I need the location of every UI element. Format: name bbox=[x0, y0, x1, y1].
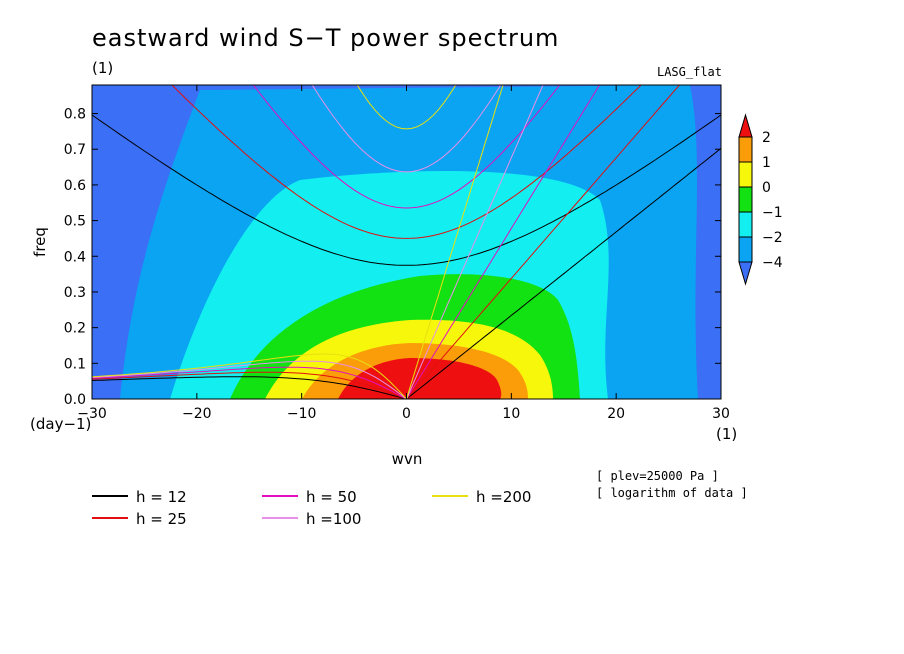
legend-label: h =100 bbox=[306, 510, 361, 528]
y-tick-label: 0.6 bbox=[64, 178, 86, 194]
y-tick-label: 0.7 bbox=[64, 142, 86, 158]
colorbar-label: −2 bbox=[762, 230, 783, 246]
kelvin-curve bbox=[406, 85, 504, 399]
colorbar-label: 0 bbox=[762, 180, 771, 196]
y-tick-label: 0.2 bbox=[64, 321, 86, 337]
colorbar-max-arrow bbox=[738, 113, 753, 138]
units-label-left: (1) bbox=[92, 59, 113, 77]
plot-area bbox=[92, 85, 721, 399]
rossby-curve bbox=[92, 376, 407, 399]
colorbar-box bbox=[738, 211, 753, 238]
legend-label: h = 12 bbox=[136, 488, 187, 506]
kelvin-curve bbox=[406, 85, 544, 399]
x-axis-label: wvn bbox=[392, 450, 423, 468]
y-tick-label: 0.5 bbox=[64, 214, 86, 230]
x-axis-ticks: −30 −20 −10 0 10 20 30 bbox=[77, 85, 730, 422]
chart-title: eastward wind S−T power spectrum bbox=[92, 24, 559, 52]
gravity-wave-curve bbox=[252, 85, 561, 209]
x-tick-label: 30 bbox=[712, 406, 730, 422]
colorbar-label: −1 bbox=[762, 205, 783, 221]
rossby-curve bbox=[92, 371, 407, 399]
colorbar-box bbox=[738, 236, 753, 263]
kelvin-curve bbox=[406, 85, 681, 399]
colorbar-box bbox=[738, 161, 753, 188]
x-tick-label: −30 bbox=[77, 406, 107, 422]
rossby-curve bbox=[92, 366, 407, 399]
x-unit-label: (1) bbox=[716, 425, 737, 443]
legend: h = 12 h = 25 h = 50 h =100 h =200 bbox=[92, 488, 531, 528]
annotation-log: [ logarithm of data ] bbox=[596, 486, 748, 500]
rossby-curve bbox=[92, 360, 407, 399]
gravity-wave-curve bbox=[171, 85, 642, 239]
colorbar-label: 1 bbox=[762, 155, 771, 171]
y-unit-label: (day−1) bbox=[30, 415, 91, 433]
x-tick-label: 0 bbox=[402, 406, 411, 422]
colorbar: −4 −2 −1 0 1 2 bbox=[738, 113, 783, 286]
y-tick-label: 0.4 bbox=[64, 249, 86, 265]
y-tick-label: 0.0 bbox=[64, 392, 86, 408]
rossby-curve bbox=[92, 353, 407, 399]
kelvin-curve bbox=[406, 85, 601, 399]
gravity-wave-curve bbox=[311, 85, 502, 173]
y-tick-label: 0.8 bbox=[64, 107, 86, 123]
y-axis-ticks: 0.0 0.1 0.2 0.3 0.4 0.5 0.6 0.7 0.8 bbox=[64, 107, 721, 408]
annotation-plev: [ plev=25000 Pa ] bbox=[596, 469, 719, 483]
x-tick-label: 20 bbox=[607, 406, 625, 422]
dispersion-curves bbox=[92, 85, 721, 399]
y-axis-label: freq bbox=[31, 227, 49, 257]
legend-label: h = 50 bbox=[306, 488, 357, 506]
legend-label: h = 25 bbox=[136, 510, 187, 528]
x-tick-label: 10 bbox=[502, 406, 520, 422]
gravity-wave-curve bbox=[356, 85, 457, 130]
colorbar-label: −4 bbox=[762, 255, 783, 271]
colorbar-box bbox=[738, 136, 753, 163]
y-tick-label: 0.1 bbox=[64, 356, 86, 372]
model-label: LASG_flat bbox=[657, 65, 722, 79]
colorbar-box bbox=[738, 186, 753, 213]
colorbar-min-arrow bbox=[738, 261, 753, 286]
kelvin-curve bbox=[406, 147, 721, 399]
x-tick-label: −10 bbox=[287, 406, 317, 422]
colorbar-label: 2 bbox=[762, 130, 771, 146]
legend-label: h =200 bbox=[476, 488, 531, 506]
x-tick-label: −20 bbox=[182, 406, 212, 422]
gravity-wave-curve bbox=[92, 114, 721, 266]
y-tick-label: 0.3 bbox=[64, 285, 86, 301]
